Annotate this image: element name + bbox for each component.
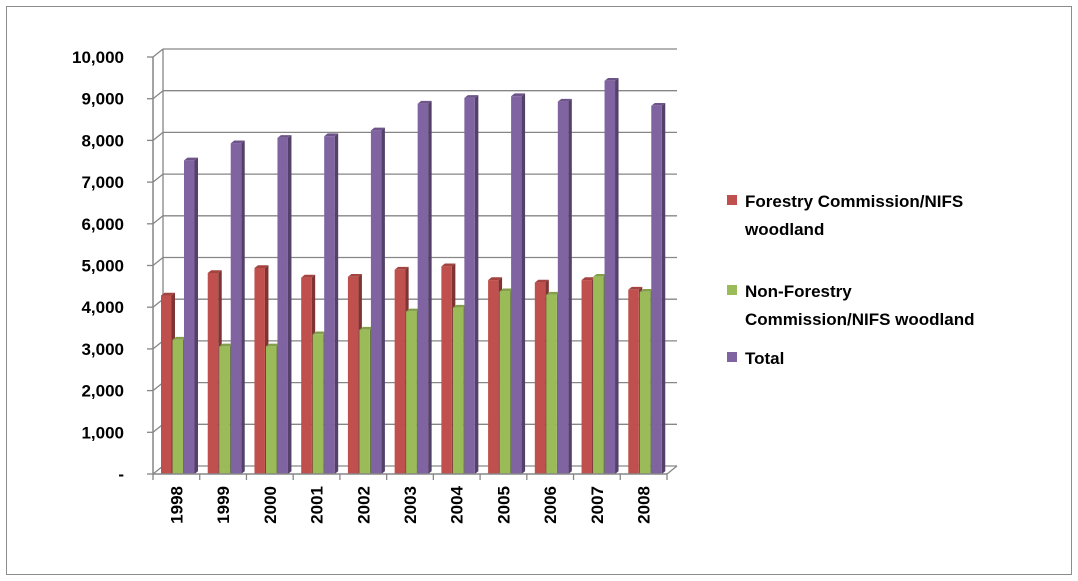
x-tick-label: 2003	[401, 486, 420, 524]
bar	[184, 157, 198, 474]
y-tick-label: 9,000	[81, 90, 124, 109]
legend-swatch	[727, 285, 737, 295]
bar	[651, 102, 666, 474]
bar	[604, 77, 619, 475]
y-tick-label: 2,000	[81, 382, 124, 401]
legend-label: woodland	[744, 220, 824, 239]
y-tick-label: 6,000	[81, 215, 124, 234]
bar	[324, 133, 339, 475]
bar	[464, 95, 479, 474]
legend-entry: Forestry Commission/NIFS woodland	[727, 192, 963, 239]
legend-label: Non-Forestry	[745, 282, 852, 301]
x-tick-label: 2005	[494, 486, 513, 524]
x-tick-label: 2007	[588, 486, 607, 524]
y-tick-label: -	[118, 465, 124, 484]
x-tick-label: 2001	[308, 486, 327, 524]
bar	[417, 100, 432, 475]
legend-swatch	[727, 352, 737, 362]
x-tick-label: 2008	[635, 486, 654, 524]
y-tick-label: 3,000	[81, 340, 124, 359]
legend-label: Total	[745, 349, 784, 368]
chart-frame: - 1,000 2,000 3,000 4,000 5,000 6,000 7,000 8,00…	[6, 6, 1072, 575]
gridline-side	[152, 215, 164, 225]
gridline-side	[152, 173, 164, 183]
legend-label: Commission/NIFS woodland	[745, 310, 975, 329]
bar-chart: - 1,000 2,000 3,000 4,000 5,000 6,000 7,000 8,00…	[72, 48, 975, 524]
bar	[511, 93, 526, 474]
x-tick-label: 1999	[214, 486, 233, 524]
bar	[277, 135, 292, 474]
x-tick-label: 1998	[167, 486, 186, 524]
legend-label: Forestry Commission/NIFS	[745, 192, 963, 211]
gridline-side	[152, 131, 164, 141]
bar	[557, 98, 572, 474]
legend-entry: Total	[727, 349, 784, 368]
x-tick-label: 2006	[541, 486, 560, 524]
gridline-side	[152, 48, 164, 58]
y-tick-label: 7,000	[81, 173, 124, 192]
legend-swatch	[727, 195, 737, 205]
gridline-side	[152, 90, 164, 100]
y-tick-label: 1,000	[81, 423, 124, 442]
y-tick-label: 4,000	[81, 298, 124, 317]
floor-edge	[666, 465, 678, 475]
x-tick-label: 2004	[448, 485, 467, 523]
y-tick-label: 8,000	[81, 131, 124, 150]
y-tick-label: 10,000	[72, 48, 124, 67]
bar	[230, 140, 245, 475]
gridline-side	[152, 256, 164, 267]
y-tick-label: 5,000	[81, 257, 124, 276]
x-tick-label: 2000	[261, 486, 280, 524]
bar	[370, 127, 385, 474]
x-tick-label: 2002	[354, 486, 373, 524]
legend-entry: Non-Forestry Commission/NIFS woodland	[727, 282, 975, 329]
